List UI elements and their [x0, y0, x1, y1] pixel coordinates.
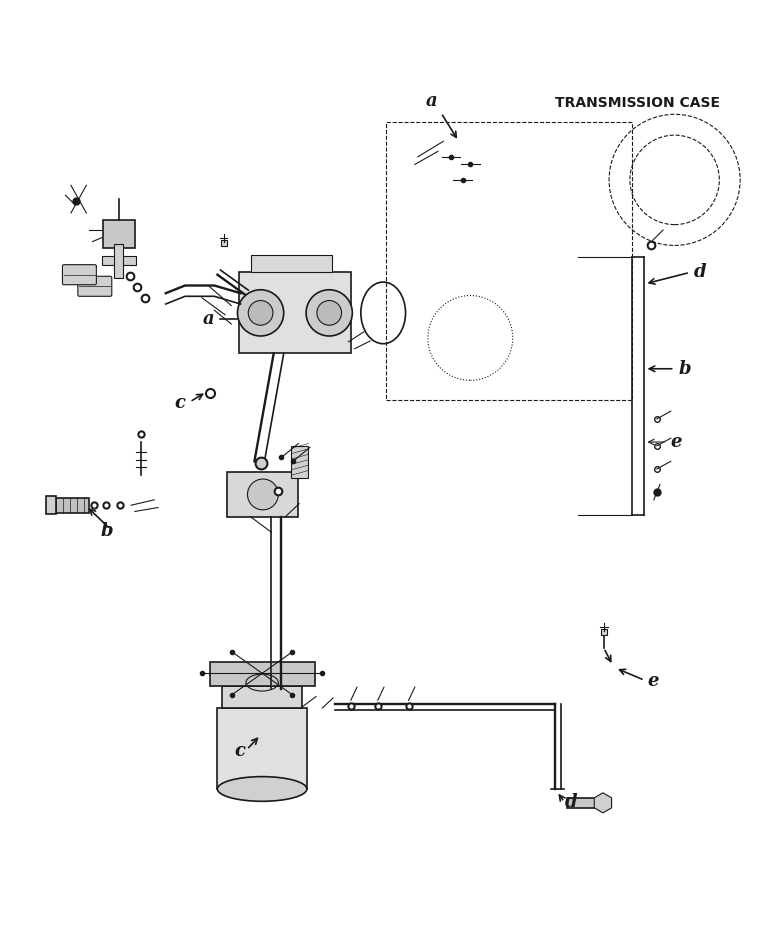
Bar — [251, 255, 332, 272]
Text: c: c — [174, 395, 185, 413]
Bar — [217, 708, 307, 789]
Text: d: d — [564, 793, 577, 811]
Text: d: d — [694, 264, 706, 281]
Ellipse shape — [217, 777, 307, 801]
Text: e: e — [648, 672, 659, 690]
Circle shape — [248, 300, 273, 325]
Bar — [227, 472, 298, 517]
FancyBboxPatch shape — [78, 277, 112, 296]
Bar — [222, 687, 302, 708]
Text: e: e — [671, 433, 682, 451]
Bar — [114, 244, 123, 278]
Bar — [567, 798, 596, 809]
Text: a: a — [426, 92, 438, 110]
Text: a: a — [202, 310, 214, 327]
Bar — [103, 220, 135, 248]
Circle shape — [247, 479, 278, 510]
Bar — [102, 256, 136, 265]
Bar — [46, 496, 56, 514]
Bar — [52, 497, 89, 513]
Bar — [239, 272, 351, 354]
FancyBboxPatch shape — [62, 265, 96, 285]
Bar — [386, 122, 632, 400]
Circle shape — [317, 300, 342, 325]
Bar — [210, 661, 315, 687]
Text: TRANSMISSION CASE: TRANSMISSION CASE — [555, 97, 720, 111]
Circle shape — [306, 290, 352, 336]
Text: c: c — [234, 742, 245, 760]
Text: b: b — [100, 522, 113, 539]
Bar — [291, 446, 308, 478]
Circle shape — [237, 290, 284, 336]
Text: b: b — [678, 360, 691, 378]
